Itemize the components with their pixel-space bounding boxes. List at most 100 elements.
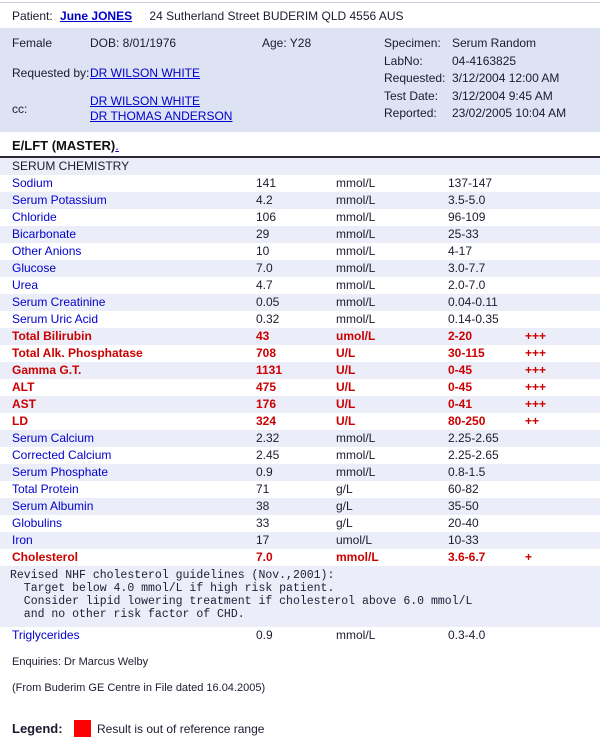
abnormal-flag xyxy=(525,209,600,226)
reference-range: 3.5-5.0 xyxy=(448,193,486,207)
analyte-name-link[interactable]: Chloride xyxy=(12,210,57,224)
analyte-name-link[interactable]: ALT xyxy=(12,380,35,394)
analyte-name-link[interactable]: Serum Creatinine xyxy=(12,295,106,309)
analyte-name-link[interactable]: Iron xyxy=(12,533,33,547)
result-units: mmol/L xyxy=(336,312,376,326)
test-date-label: Test Date: xyxy=(384,88,439,103)
analyte-name-link[interactable]: Total Alk. Phosphatase xyxy=(12,346,143,360)
table-row: Urea 4.7 mmol/L 2.0-7.0 xyxy=(0,277,600,294)
analyte-name-link[interactable]: Serum Uric Acid xyxy=(12,312,99,326)
abnormal-flag: +++ xyxy=(525,380,547,394)
reference-range: 3.0-7.7 xyxy=(448,261,486,275)
analyte-name-link[interactable]: Serum Potassium xyxy=(12,193,107,207)
cc-doctor-link-1[interactable]: DR WILSON WHITE xyxy=(90,94,200,108)
table-row: Serum Albumin 38 g/L 35-50 xyxy=(0,498,600,515)
abnormal-flag: +++ xyxy=(525,363,547,377)
reference-range: 0.3-4.0 xyxy=(448,628,486,642)
abnormal-flag xyxy=(525,430,600,447)
table-row: Globulins 33 g/L 20-40 xyxy=(0,515,600,532)
labno-value: 04-4163825 xyxy=(452,53,517,68)
table-row: Serum Calcium 2.32 mmol/L 2.25-2.65 xyxy=(0,430,600,447)
reference-range: 10-33 xyxy=(448,533,479,547)
table-row: Gamma G.T. 1131 U/L 0-45 +++ xyxy=(0,362,600,379)
reference-range: 0-45 xyxy=(448,363,473,377)
result-units: mmol/L xyxy=(336,295,376,309)
section-title-link[interactable]: . xyxy=(115,138,119,153)
reference-range: 0-45 xyxy=(448,380,473,394)
analyte-name-link[interactable]: Triglycerides xyxy=(12,628,80,642)
result-units: mmol/L xyxy=(336,448,376,462)
table-row: Bicarbonate 29 mmol/L 25-33 xyxy=(0,226,600,243)
test-date-value: 3/12/2004 9:45 AM xyxy=(452,88,553,103)
analyte-name-link[interactable]: LD xyxy=(12,414,28,428)
patient-address: 24 Sutherland Street BUDERIM QLD 4556 AU… xyxy=(149,9,404,23)
table-row: ALT 475 U/L 0-45 +++ xyxy=(0,379,600,396)
result-value: 324 xyxy=(256,414,277,428)
abnormal-flag xyxy=(525,226,600,243)
result-value: 106 xyxy=(256,210,277,224)
result-units: mmol/L xyxy=(336,261,376,275)
analyte-name-link[interactable]: Sodium xyxy=(12,176,53,190)
cc-label: cc: xyxy=(12,102,28,116)
patient-name-link[interactable]: June JONES xyxy=(60,9,133,23)
abnormal-flag: +++ xyxy=(525,346,547,360)
result-units: mmol/L xyxy=(336,193,376,207)
group-header-label: SERUM CHEMISTRY xyxy=(12,159,130,173)
result-value: 38 xyxy=(256,499,270,513)
result-units: U/L xyxy=(336,397,356,411)
section-title-text: E/LFT (MASTER) xyxy=(12,138,116,153)
reference-range: 0.8-1.5 xyxy=(448,465,486,479)
analyte-name-link[interactable]: Cholesterol xyxy=(12,550,79,564)
analyte-name-link[interactable]: Serum Calcium xyxy=(12,431,95,445)
result-value: 43 xyxy=(256,329,270,343)
analyte-name-link[interactable]: Serum Phosphate xyxy=(12,465,109,479)
result-units: mmol/L xyxy=(336,550,379,564)
reference-range: 0.04-0.11 xyxy=(448,295,498,309)
result-value: 0.32 xyxy=(256,312,280,326)
analyte-name-link[interactable]: Serum Albumin xyxy=(12,499,94,513)
result-units: U/L xyxy=(336,363,356,377)
specimen-block: Specimen: Serum Random LabNo: 04-4163825… xyxy=(384,34,590,124)
report-section-title: E/LFT (MASTER). xyxy=(0,132,600,155)
analyte-name-link[interactable]: Total Bilirubin xyxy=(12,329,92,343)
source-note: (From Buderim GE Centre in File dated 16… xyxy=(12,682,266,694)
cc-doctor-link-2[interactable]: DR THOMAS ANDERSON xyxy=(90,109,233,123)
table-row: Cholesterol 7.0 mmol/L 3.6-6.7 + xyxy=(0,549,600,566)
result-value: 176 xyxy=(256,397,277,411)
patient-dob: DOB: 8/01/1976 xyxy=(90,36,177,50)
analyte-name-link[interactable]: AST xyxy=(12,397,36,411)
patient-label: Patient: xyxy=(12,9,53,23)
abnormal-flag xyxy=(525,627,600,644)
reference-range: 96-109 xyxy=(448,210,486,224)
reference-range: 20-40 xyxy=(448,516,479,530)
result-value: 4.2 xyxy=(256,193,273,207)
abnormal-flag: +++ xyxy=(525,397,547,411)
analyte-name-link[interactable]: Urea xyxy=(12,278,39,292)
analyte-name-link[interactable]: Total Protein xyxy=(12,482,79,496)
analyte-name-link[interactable]: Globulins xyxy=(12,516,63,530)
result-value: 17 xyxy=(256,533,270,547)
reported-date-label: Reported: xyxy=(384,106,437,120)
reference-range: 2-20 xyxy=(448,329,473,343)
labno-label: LabNo: xyxy=(384,53,423,68)
table-row: LD 324 U/L 80-250 ++ xyxy=(0,413,600,430)
reference-range: 80-250 xyxy=(448,414,486,428)
analyte-name-link[interactable]: Glucose xyxy=(12,261,57,275)
abnormal-flag xyxy=(525,498,600,515)
table-row: Corrected Calcium 2.45 mmol/L 2.25-2.65 xyxy=(0,447,600,464)
analyte-name-link[interactable]: Other Anions xyxy=(12,244,82,258)
analyte-name-link[interactable]: Corrected Calcium xyxy=(12,448,112,462)
reference-range: 2.0-7.0 xyxy=(448,278,486,292)
table-group-header: SERUM CHEMISTRY xyxy=(0,158,600,175)
analyte-name-link[interactable]: Bicarbonate xyxy=(12,227,77,241)
demographics-block: Female DOB: 8/01/1976 Age: Y28 Requested… xyxy=(12,34,384,124)
reference-range: 2.25-2.65 xyxy=(448,431,499,445)
table-row: Serum Creatinine 0.05 mmol/L 0.04-0.11 xyxy=(0,294,600,311)
analyte-name-link[interactable]: Gamma G.T. xyxy=(12,363,82,377)
result-value: 141 xyxy=(256,176,277,190)
requesting-doctor-link[interactable]: DR WILSON WHITE xyxy=(90,66,200,80)
table-row: Glucose 7.0 mmol/L 3.0-7.7 xyxy=(0,260,600,277)
result-value: 0.9 xyxy=(256,465,273,479)
result-units: U/L xyxy=(336,346,356,360)
result-units: g/L xyxy=(336,482,353,496)
